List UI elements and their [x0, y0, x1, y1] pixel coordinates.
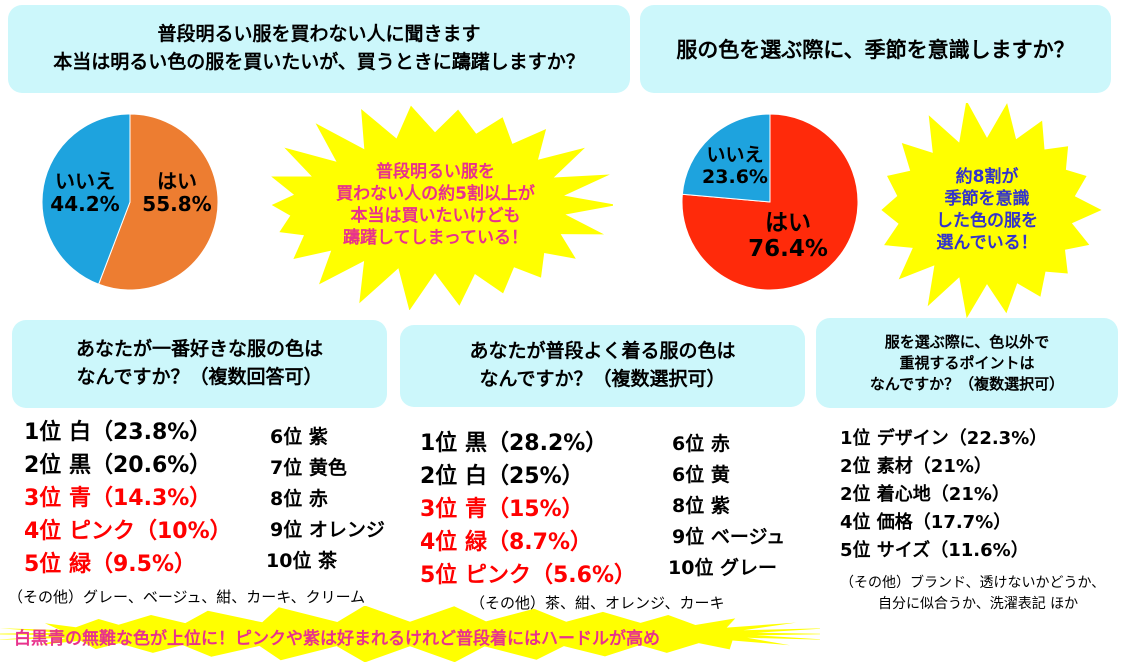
- burst-q2-line-1: 約8割が: [955, 166, 1019, 187]
- q3-rank-5: 5位 緑（9.5%）: [24, 552, 196, 577]
- q3-rank-3: 3位 青（14.3%）: [24, 486, 212, 511]
- pie1-no-value: 44.2%: [50, 192, 120, 216]
- q4-rank-2: 2位 白（25%）: [420, 464, 584, 489]
- q3-rank-1: 1位 白（23.8%）: [24, 420, 212, 445]
- q5-question-line-3: なんですか？（複数選択可）: [869, 374, 1065, 393]
- q3-rank-2: 2位 黒（20.6%）: [24, 453, 212, 478]
- pie1-label-no: いいえ 44.2%: [40, 170, 130, 216]
- q4-rank-5: 5位 ピンク（5.6%）: [420, 563, 636, 588]
- pie2-yes-category: はい: [765, 210, 811, 236]
- q4-rank-9: 9位 ベージュ: [672, 526, 786, 548]
- q4-question-box: あなたが普段よく着る服の色は なんですか？（複数選択可）: [400, 325, 805, 407]
- q3-question-line-1: あなたが一番好きな服の色は: [75, 338, 323, 361]
- burst-q1-line-3: 本当は買いたいけども: [350, 206, 521, 226]
- q4-rank-10: 10位 グレー: [668, 557, 778, 579]
- q4-other: （その他）茶、紺、オレンジ、カーキ: [470, 594, 725, 612]
- burst-q2-line-3: した色の服を: [936, 211, 1038, 231]
- burst-q2-line-2: 季節を意識: [944, 188, 1030, 209]
- q3-question-line-2: なんですか？（複数回答可）: [76, 366, 323, 388]
- pie-chart-q2: [681, 113, 859, 291]
- q1-question-line-2: 本当は明るい色の服を買いたいが、買うときに躊躇しますか？: [53, 51, 585, 73]
- q1-question-box: 普段明るい服を買わない人に聞きます 本当は明るい色の服を買いたいが、買うときに躊…: [8, 5, 630, 93]
- q5-question-line-1: 服を選ぶ際に、色以外で: [884, 332, 1050, 351]
- banner-text: 白黒青の無難な色が上位に！ピンクや紫は好まれるけれど普段着にはハードルが高め: [14, 629, 660, 649]
- q4-rank-6b: 6位 黄: [672, 464, 730, 486]
- q5-rank-5: 5位 サイズ（11.6%）: [840, 540, 1029, 561]
- pie1-yes-value: 55.8%: [142, 192, 212, 216]
- q3-rank-6: 6位 紫: [270, 426, 328, 448]
- burst-q1: [271, 105, 613, 310]
- q3-rank-4: 4位 ピンク（10%）: [24, 519, 232, 544]
- pie2-no-value: 23.6%: [702, 165, 768, 188]
- q3-rank-10: 10位 茶: [266, 550, 338, 572]
- q2-question: 服の色を選ぶ際に、季節を意識しますか？: [676, 38, 1075, 62]
- pie-chart-q1: [41, 113, 219, 291]
- pie-slice-no: [681, 113, 771, 203]
- q5-rank-2a: 2位 素材（21%）: [840, 456, 992, 477]
- burst-q1-line-2: 買わない人の約5割以上が: [336, 183, 535, 204]
- pie-slice-no: [41, 113, 131, 285]
- pie1-yes-category: はい: [157, 169, 197, 193]
- burst-q2-text: 約8割が 季節を意識 した色の服を 選んでいる！: [912, 150, 1062, 270]
- burst-q2: [881, 103, 1102, 318]
- burst-q1-line-1: 普段明るい服を: [376, 161, 495, 182]
- q5-rank-1: 1位 デザイン（22.3%）: [840, 428, 1048, 449]
- q5-question-box: 服を選ぶ際に、色以外で 重視するポイントは なんですか？（複数選択可）: [816, 318, 1118, 408]
- q3-rank-7: 7位 黄色: [270, 457, 347, 479]
- pie-slice-yes: [97, 113, 219, 291]
- pie1-label-yes: はい 55.8%: [132, 170, 222, 216]
- q3-rank-9: 9位 オレンジ: [270, 519, 385, 541]
- pie2-label-yes: はい 76.4%: [728, 210, 848, 263]
- q3-rank-8: 8位 赤: [270, 488, 328, 510]
- pie2-no-category: いいえ: [706, 144, 764, 166]
- q5-rank-4: 4位 価格（17.7%）: [840, 512, 1012, 533]
- pie2-yes-value: 76.4%: [748, 236, 828, 263]
- q5-other-line-2: 自分に似合うか、洗濯表記 ほか: [878, 596, 1079, 612]
- q3-other: （その他）グレー、ベージュ、紺、カーキ、クリーム: [8, 588, 366, 606]
- q4-rank-6a: 6位 赤: [672, 433, 730, 455]
- q2-question-box: 服の色を選ぶ際に、季節を意識しますか？: [640, 5, 1111, 93]
- q4-rank-8: 8位 紫: [672, 495, 730, 517]
- q4-rank-1: 1位 黒（28.2%）: [420, 431, 608, 456]
- q4-question-line-1: あなたが普段よく着る服の色は: [469, 340, 736, 363]
- pie2-label-no: いいえ 23.6%: [690, 144, 780, 189]
- q5-question-line-2: 重視するポイントは: [899, 353, 1035, 372]
- burst-q1-line-4: 躊躇してしまっている！: [343, 228, 528, 249]
- burst-q2-line-4: 選んでいる！: [936, 233, 1038, 254]
- q5-other-line-1: （その他）ブランド、透けないかどうか、: [840, 575, 1106, 591]
- q4-question-line-2: なんですか？（複数選択可）: [479, 368, 726, 390]
- q5-rank-2b: 2位 着心地（21%）: [840, 484, 1010, 505]
- q4-rank-3: 3位 青（15%）: [420, 497, 584, 522]
- q1-question-line-1: 普段明るい服を買わない人に聞きます: [157, 23, 481, 46]
- banner-burst: [0, 606, 820, 662]
- pie1-no-category: いいえ: [55, 169, 115, 193]
- burst-q1-text: 普段明るい服を 買わない人の約5割以上が 本当は買いたいけども 躊躇してしまって…: [298, 150, 573, 260]
- q3-question-box: あなたが一番好きな服の色は なんですか？（複数回答可）: [12, 320, 387, 408]
- q4-rank-4: 4位 緑（8.7%）: [420, 530, 592, 555]
